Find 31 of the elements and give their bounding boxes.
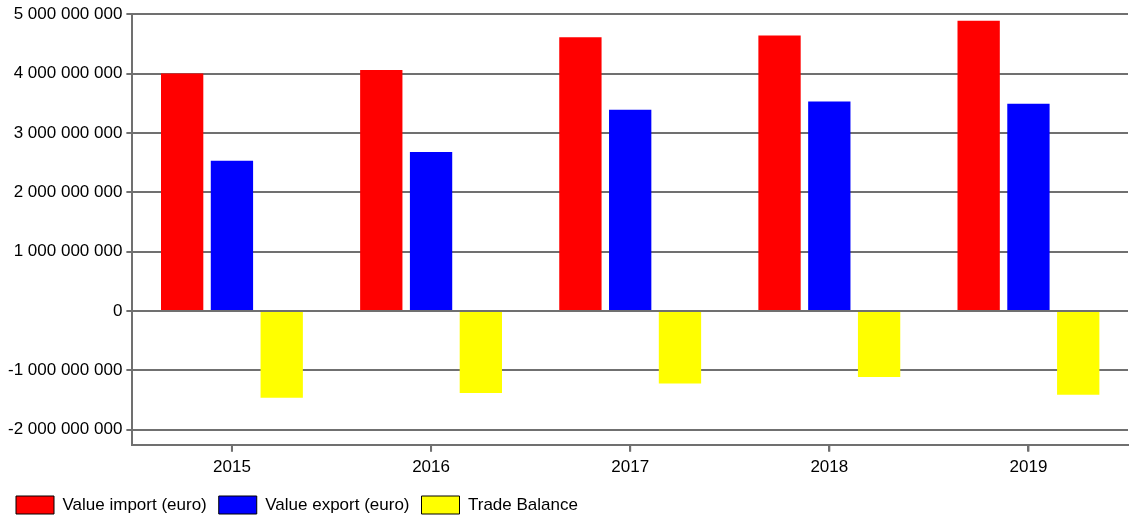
y-tick-label: 2 000 000 000 (13, 181, 123, 201)
bar (808, 101, 851, 311)
x-tick-label: 2016 (412, 457, 450, 477)
x-tick-label: 2015 (213, 457, 251, 477)
bar (957, 20, 1000, 311)
bar (459, 312, 502, 393)
legend-label: Value export (euro) (265, 494, 410, 514)
bar (658, 312, 702, 384)
y-tick-label: -2 000 000 000 (7, 419, 123, 439)
y-tick-label: 4 000 000 000 (13, 63, 123, 83)
bar (161, 73, 204, 311)
bar (1057, 312, 1100, 395)
bar (260, 312, 303, 398)
bar (857, 312, 901, 377)
bar (559, 37, 602, 311)
bar (409, 151, 453, 311)
bar (360, 70, 403, 311)
bar (758, 35, 801, 311)
x-tick-label: 2017 (611, 457, 650, 477)
bar (210, 160, 254, 311)
y-tick-label: 5 000 000 000 (13, 3, 123, 23)
legend-label: Trade Balance (468, 494, 578, 514)
y-tick-label: -1 000 000 000 (7, 360, 123, 380)
x-tick-label: 2018 (810, 457, 849, 477)
bar (1007, 103, 1050, 311)
x-tick-label: 2019 (1009, 457, 1048, 477)
y-tick-label: 3 000 000 000 (13, 122, 123, 142)
legend-label: Value import (euro) (62, 494, 207, 514)
bar (609, 109, 652, 311)
y-tick-label: 1 000 000 000 (13, 241, 123, 261)
y-tick-label: 0 (112, 300, 123, 320)
